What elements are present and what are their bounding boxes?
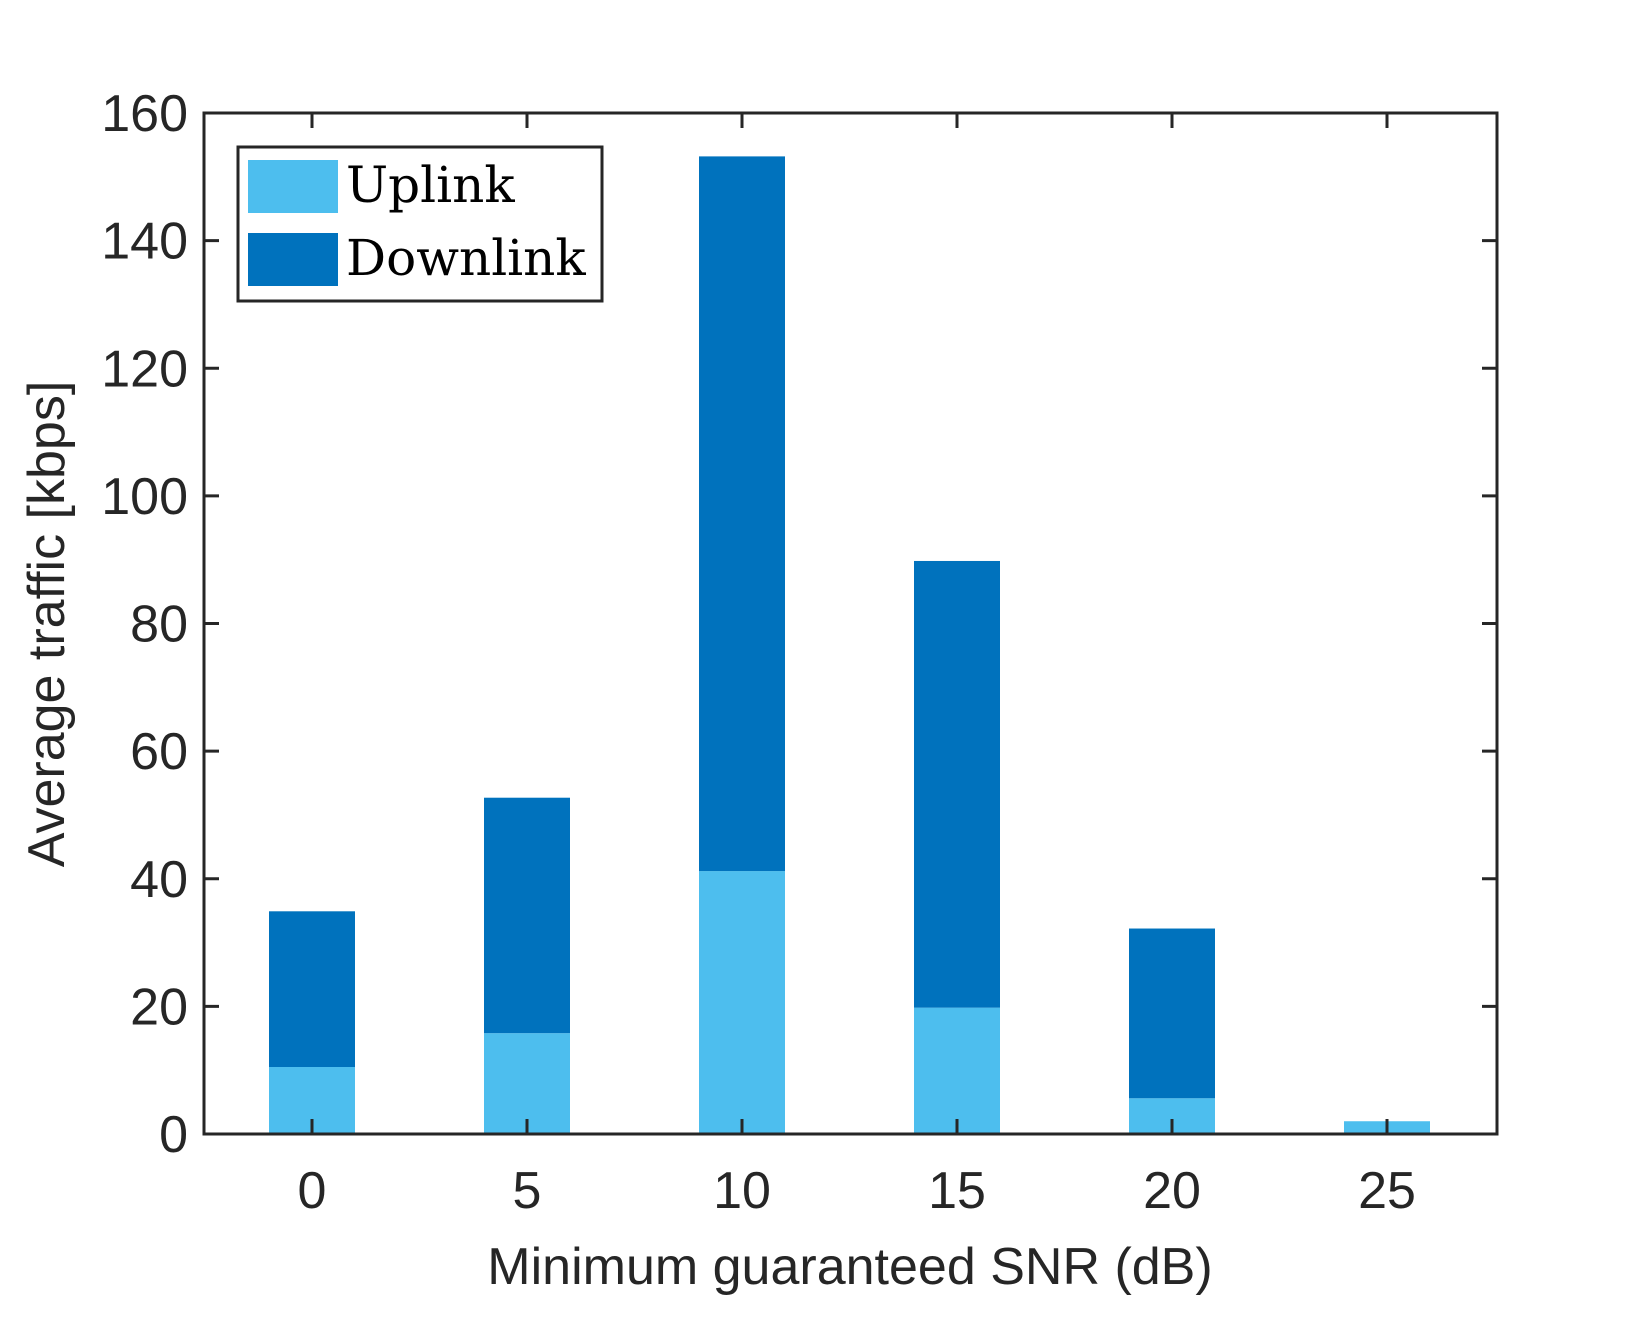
y-tick-label-20: 20 xyxy=(130,978,188,1036)
legend-label-uplink: Uplink xyxy=(346,156,515,214)
legend-swatch-downlink xyxy=(248,233,338,286)
bar-downlink-5 xyxy=(484,797,570,1034)
y-tick-label-40: 40 xyxy=(130,851,188,909)
bar-downlink-10 xyxy=(699,156,785,872)
y-axis-label: Average traffic [kbps] xyxy=(18,381,76,868)
x-tick-label-5: 5 xyxy=(513,1162,542,1220)
bar-downlink-0 xyxy=(269,911,355,1067)
axes-frame xyxy=(202,111,1499,1136)
y-tick-label-100: 100 xyxy=(101,468,188,526)
bar-uplink-5 xyxy=(484,1033,570,1134)
y-tick-label-60: 60 xyxy=(130,723,188,781)
x-tick-label-20: 20 xyxy=(1143,1162,1201,1220)
bar-uplink-15 xyxy=(914,1007,1000,1134)
y-tick-labels: 0 20 40 60 80 100 120 140 160 xyxy=(101,85,188,1164)
bar-downlink-15 xyxy=(914,560,1000,1008)
y-tick-label-160: 160 xyxy=(101,85,188,143)
y-tick-label-0: 0 xyxy=(159,1106,188,1164)
x-tick-label-25: 25 xyxy=(1358,1162,1416,1220)
bars-layer xyxy=(269,156,1430,1134)
x-tick-label-0: 0 xyxy=(298,1162,327,1220)
y-tick-label-140: 140 xyxy=(101,213,188,271)
legend: Uplink Downlink xyxy=(236,145,604,303)
legend-swatch-uplink xyxy=(248,160,338,213)
bar-uplink-10 xyxy=(699,871,785,1134)
y-tick-label-120: 120 xyxy=(101,340,188,398)
x-axis-label: Minimum guaranteed SNR (dB) xyxy=(487,1238,1212,1296)
x-tick-label-15: 15 xyxy=(928,1162,986,1220)
y-tick-label-80: 80 xyxy=(130,596,188,654)
legend-label-downlink: Downlink xyxy=(346,229,586,287)
x-tick-labels: 0 5 10 15 20 25 xyxy=(298,1162,1416,1220)
bar-downlink-20 xyxy=(1129,928,1215,1099)
x-tick-label-10: 10 xyxy=(713,1162,771,1220)
